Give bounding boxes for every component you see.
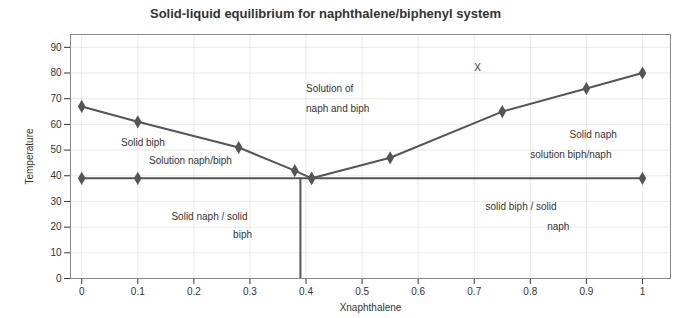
svg-text:X: X [474, 62, 481, 73]
svg-text:Solid naph / solid: Solid naph / solid [171, 211, 247, 222]
svg-text:0.9: 0.9 [579, 286, 593, 297]
svg-text:70: 70 [50, 93, 62, 104]
svg-text:Solid biph: Solid biph [121, 137, 165, 148]
svg-text:0: 0 [79, 286, 85, 297]
svg-text:0.8: 0.8 [523, 286, 537, 297]
svg-text:0.4: 0.4 [299, 286, 313, 297]
html-text:Solid-liquid equilibrium for n: Solid-liquid equilibrium for naphthalene… [150, 6, 501, 21]
svg-text:Xnaphthalene: Xnaphthalene [340, 302, 402, 313]
svg-text:0.1: 0.1 [131, 286, 145, 297]
svg-text:1: 1 [640, 286, 646, 297]
svg-text:30: 30 [50, 196, 62, 207]
svg-text:0.3: 0.3 [243, 286, 257, 297]
svg-text:naph: naph [547, 221, 569, 232]
svg-text:Solution of: Solution of [306, 83, 353, 94]
svg-text:60: 60 [50, 119, 62, 130]
svg-text:Solution naph/biph: Solution naph/biph [149, 155, 232, 166]
svg-text:10: 10 [50, 247, 62, 258]
svg-text:80: 80 [50, 67, 62, 78]
svg-text:Solid naph: Solid naph [570, 129, 617, 140]
svg-text:biph: biph [233, 229, 252, 240]
svg-text:solid biph / solid: solid biph / solid [485, 201, 556, 212]
svg-text:solution biph/naph: solution biph/naph [530, 149, 611, 160]
svg-text:0.5: 0.5 [355, 286, 369, 297]
svg-text:0.2: 0.2 [187, 286, 201, 297]
svg-text:20: 20 [50, 221, 62, 232]
svg-text:50: 50 [50, 144, 62, 155]
svg-text:Temperature: Temperature [24, 128, 35, 185]
svg-text:naph and biph: naph and biph [306, 103, 369, 114]
svg-text:40: 40 [50, 170, 62, 181]
svg-text:0.6: 0.6 [411, 286, 425, 297]
svg-text:0: 0 [56, 273, 62, 284]
svg-text:90: 90 [50, 42, 62, 53]
svg-text:0.7: 0.7 [467, 286, 481, 297]
